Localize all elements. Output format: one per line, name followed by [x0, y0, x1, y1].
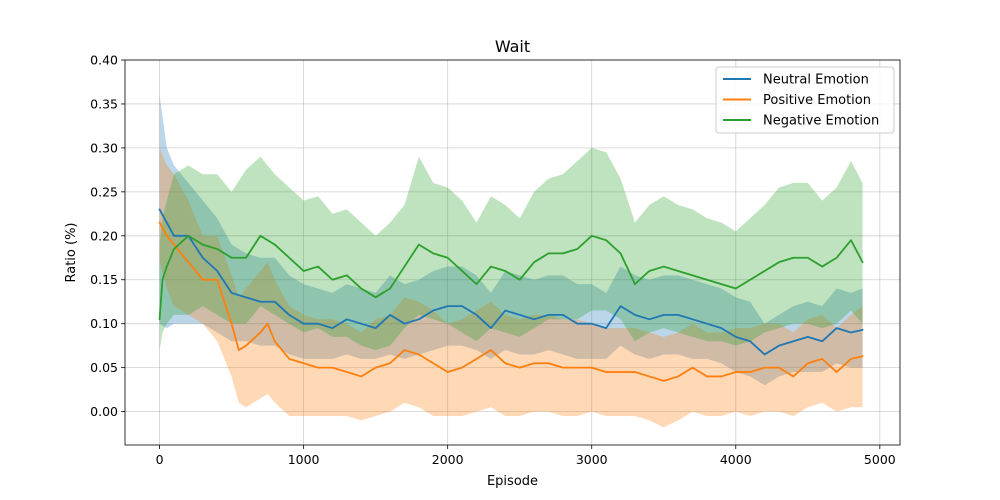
- series-lines: [158, 208, 864, 382]
- series-line-0: [158, 208, 864, 356]
- y-tick-label: 0.15: [90, 272, 118, 287]
- series-line-2: [158, 234, 864, 321]
- y-tick-label: 0.35: [90, 96, 118, 111]
- confidence-bands: [159, 95, 863, 428]
- y-axis-label: Ratio (%): [64, 222, 79, 282]
- series-band-1: [159, 147, 863, 428]
- plot-frame: [124, 59, 901, 446]
- y-tick-label: 0.10: [90, 316, 118, 331]
- legend-label-2: Negative Emotion: [763, 114, 879, 129]
- y-tick-label: 0.25: [90, 184, 118, 199]
- y-tick-label: 0.05: [90, 360, 118, 375]
- y-tick-label: 0.00: [90, 404, 118, 419]
- legend: Neutral Emotion Positive Emotion Negative …: [715, 66, 895, 134]
- x-tick-label: 0: [156, 452, 164, 467]
- chart-title: Wait: [495, 37, 530, 56]
- x-tick-label: 5000: [864, 452, 896, 467]
- y-tick-label: 0.30: [90, 140, 118, 155]
- y-tick-label: 0.40: [90, 53, 118, 68]
- x-tick-label: 2000: [432, 452, 464, 467]
- x-tick-label: 1000: [288, 452, 320, 467]
- axis-ticks: 0 1000 2000 3000 4000 5000 0.00 0.05 0.10 0.15 0.2…: [90, 53, 896, 468]
- series-line-1: [158, 221, 864, 382]
- series-band-2: [159, 147, 863, 351]
- series-band-0: [159, 95, 863, 386]
- legend-box: [715, 66, 895, 134]
- x-axis-label: Episode: [487, 474, 538, 489]
- x-tick-label: 4000: [720, 452, 752, 467]
- legend-label-0: Neutral Emotion: [763, 73, 869, 88]
- legend-label-1: Positive Emotion: [763, 93, 871, 108]
- x-tick-label: 3000: [576, 452, 608, 467]
- y-tick-label: 0.20: [90, 228, 118, 243]
